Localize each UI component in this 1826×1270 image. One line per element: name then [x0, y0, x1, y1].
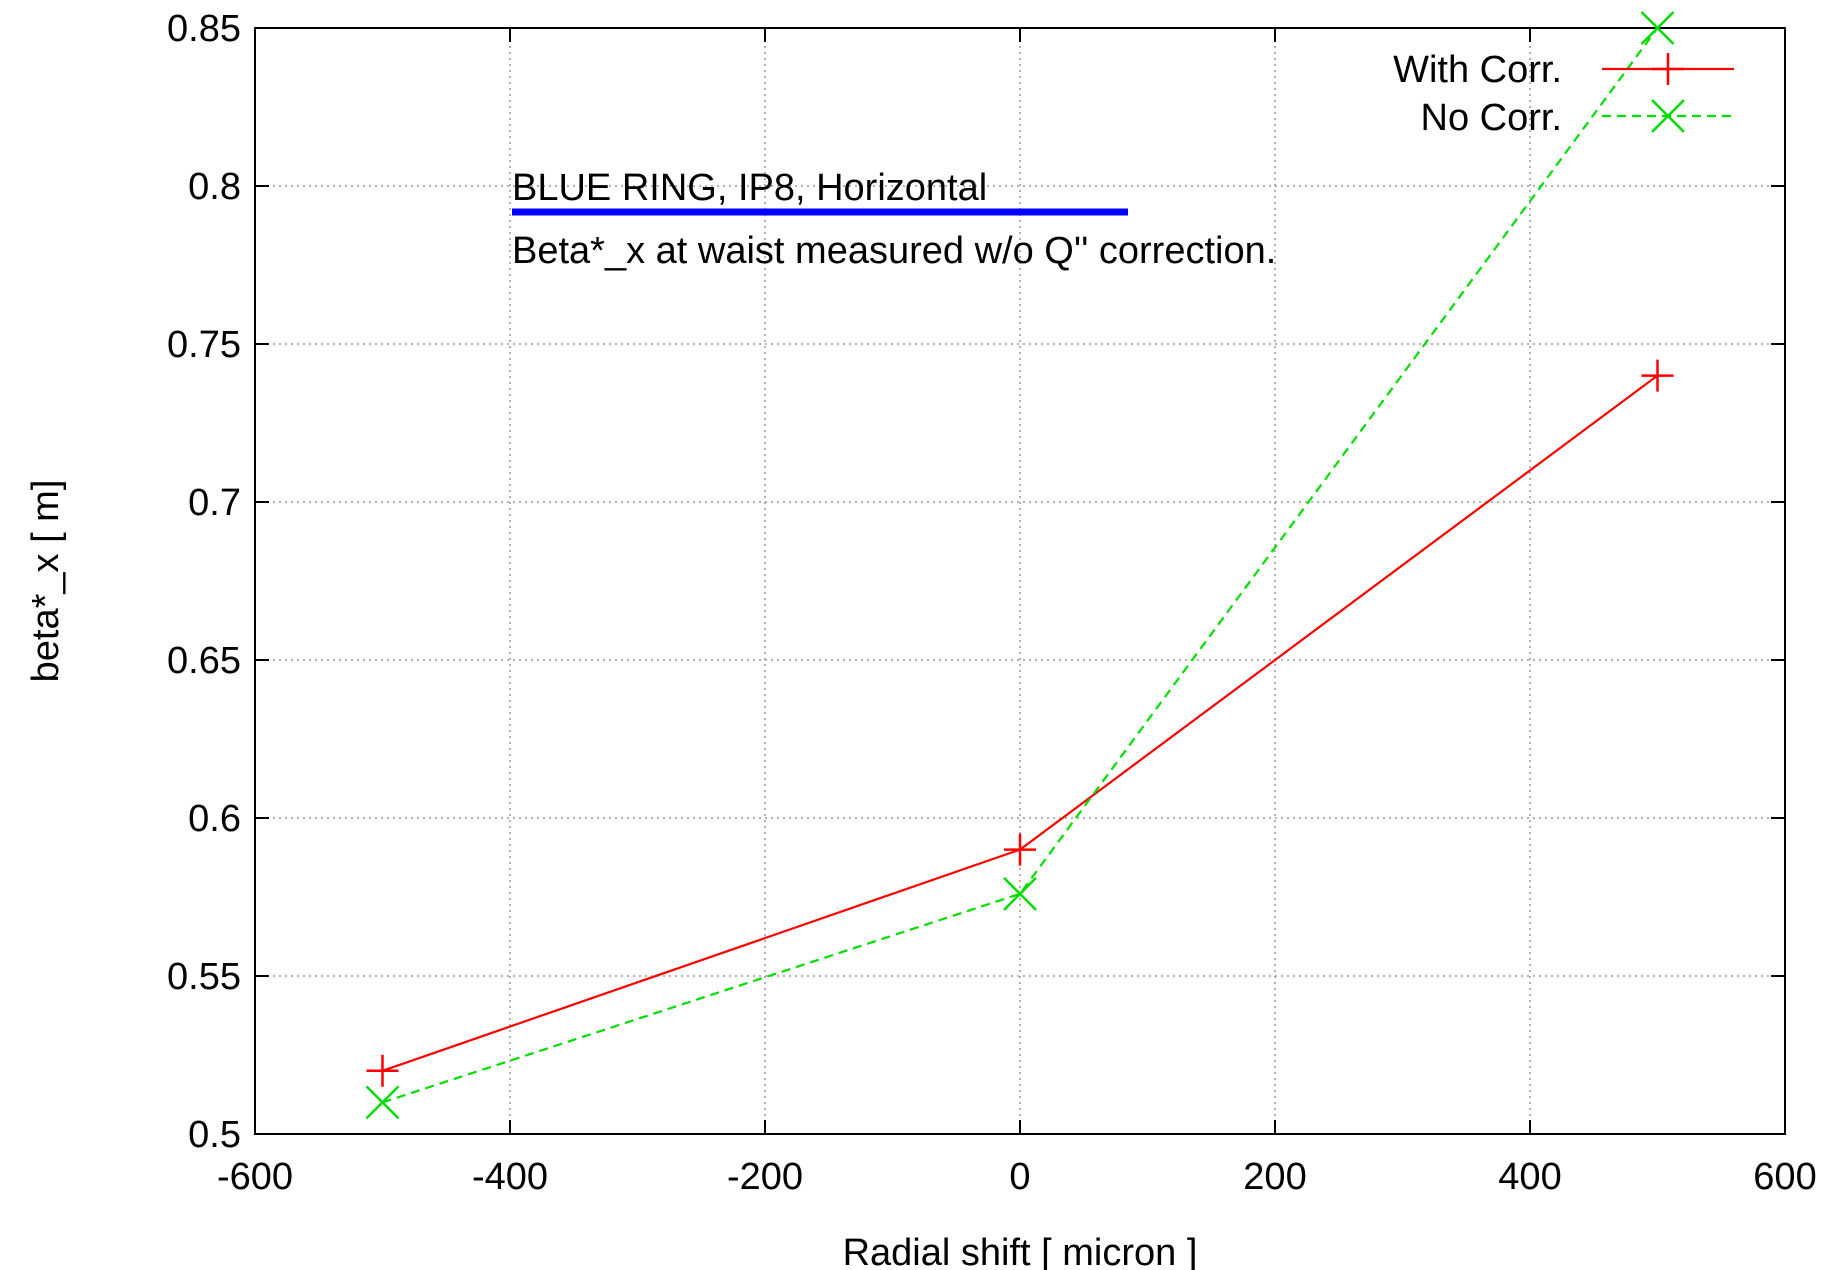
x-tick-label: 400: [1498, 1156, 1561, 1198]
data-point-no-corr: [365, 1085, 400, 1120]
data-point-no-corr: [1003, 876, 1037, 911]
legend-marker-symbol: [1651, 99, 1685, 133]
y-tick-label: 0.75: [167, 324, 241, 366]
data-point-with-corr: [1641, 359, 1674, 392]
data-point-with-corr: [366, 1054, 399, 1087]
annotation-title: BLUE RING, IP8, Horizontal: [512, 167, 987, 209]
x-tick-label: -600: [217, 1156, 293, 1198]
y-axis-label: beta*_x [ m]: [25, 480, 67, 683]
y-tick-labels: 0.5 0.55 0.6 0.65 0.7 0.75 0.8 0.85: [167, 8, 241, 1156]
x-tick-label: -400: [472, 1156, 548, 1198]
data-point-no-corr: [1640, 11, 1675, 45]
legend-marker-with-corr: [1652, 53, 1684, 85]
x-tick-label: 600: [1753, 1156, 1816, 1198]
series-line-no-corr: [382, 27, 1659, 1104]
legend-marker-no-corr: [1651, 99, 1685, 133]
annotations: BLUE RING, IP8, Horizontal Beta*_x at wa…: [512, 167, 1276, 272]
legend-label-with-corr: With Corr.: [1393, 49, 1562, 91]
series-layer: [365, 11, 1675, 1120]
x-tick-label: -200: [727, 1156, 803, 1198]
y-tick-label: 0.85: [167, 8, 241, 50]
legend-label-no-corr: No Corr.: [1421, 97, 1562, 139]
legend-marker-symbol: [1652, 53, 1684, 85]
x-axis-label: Radial shift [ micron ]: [843, 1232, 1198, 1270]
legend: With Corr. No Corr.: [1393, 49, 1734, 139]
x-tick-labels: -600 -400 -200 0 200 400 600: [217, 1156, 1817, 1198]
y-tick-label: 0.55: [167, 956, 241, 998]
axis-ticks: [254, 27, 1786, 1135]
y-tick-label: 0.65: [167, 640, 241, 682]
y-tick-label: 0.7: [188, 482, 241, 524]
annotation-subtitle: Beta*_x at waist measured w/o Q'' correc…: [512, 230, 1276, 272]
data-point-with-corr: [1004, 833, 1036, 866]
grid-lines: [255, 28, 1785, 1134]
y-tick-label: 0.8: [188, 166, 241, 208]
x-tick-label: 200: [1243, 1156, 1306, 1198]
y-tick-label: 0.5: [188, 1114, 241, 1156]
x-tick-label: 0: [1009, 1156, 1030, 1198]
y-tick-label: 0.6: [188, 798, 241, 840]
